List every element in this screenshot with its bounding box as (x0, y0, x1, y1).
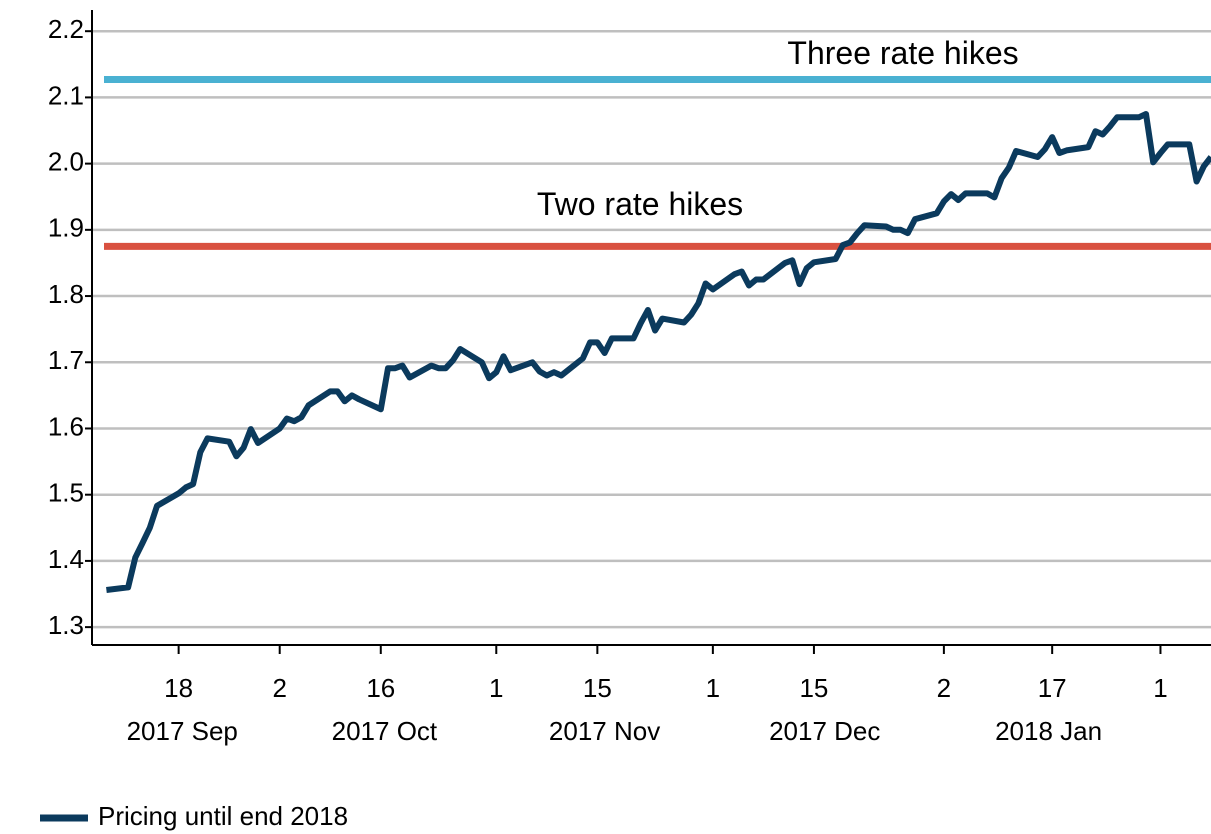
y-tick-label: 1.9 (48, 213, 84, 243)
x-tick-label: 18 (164, 673, 193, 703)
x-tick-label: 16 (366, 673, 395, 703)
y-tick-label: 1.8 (48, 279, 84, 309)
y-tick-label: 1.6 (48, 411, 84, 441)
x-tick-label: 2 (272, 673, 286, 703)
y-tick-label: 2.0 (48, 146, 84, 176)
y-tick-label: 1.3 (48, 610, 84, 640)
month-label: 2017 Nov (549, 716, 660, 746)
month-label: 2017 Dec (769, 716, 880, 746)
x-tick-label: 1 (706, 673, 720, 703)
y-tick-label: 1.5 (48, 478, 84, 508)
x-tick-label: 1 (1153, 673, 1167, 703)
reference-label: Three rate hikes (787, 35, 1018, 71)
y-tick-label: 2.1 (48, 80, 84, 110)
x-tick-label: 2 (937, 673, 951, 703)
y-tick-label: 1.4 (48, 544, 84, 574)
x-tick-label: 1 (489, 673, 503, 703)
y-tick-label: 2.2 (48, 14, 84, 44)
month-label: 2017 Sep (127, 716, 238, 746)
month-label: 2018 Jan (995, 716, 1102, 746)
reference-label: Two rate hikes (537, 186, 743, 222)
legend-label: Pricing until end 2018 (98, 801, 348, 831)
x-tick-label: 15 (799, 673, 828, 703)
month-label: 2017 Oct (332, 716, 438, 746)
data-line (106, 111, 1211, 593)
x-tick-label: 17 (1038, 673, 1067, 703)
y-tick-label: 1.7 (48, 345, 84, 375)
x-tick-label: 15 (583, 673, 612, 703)
